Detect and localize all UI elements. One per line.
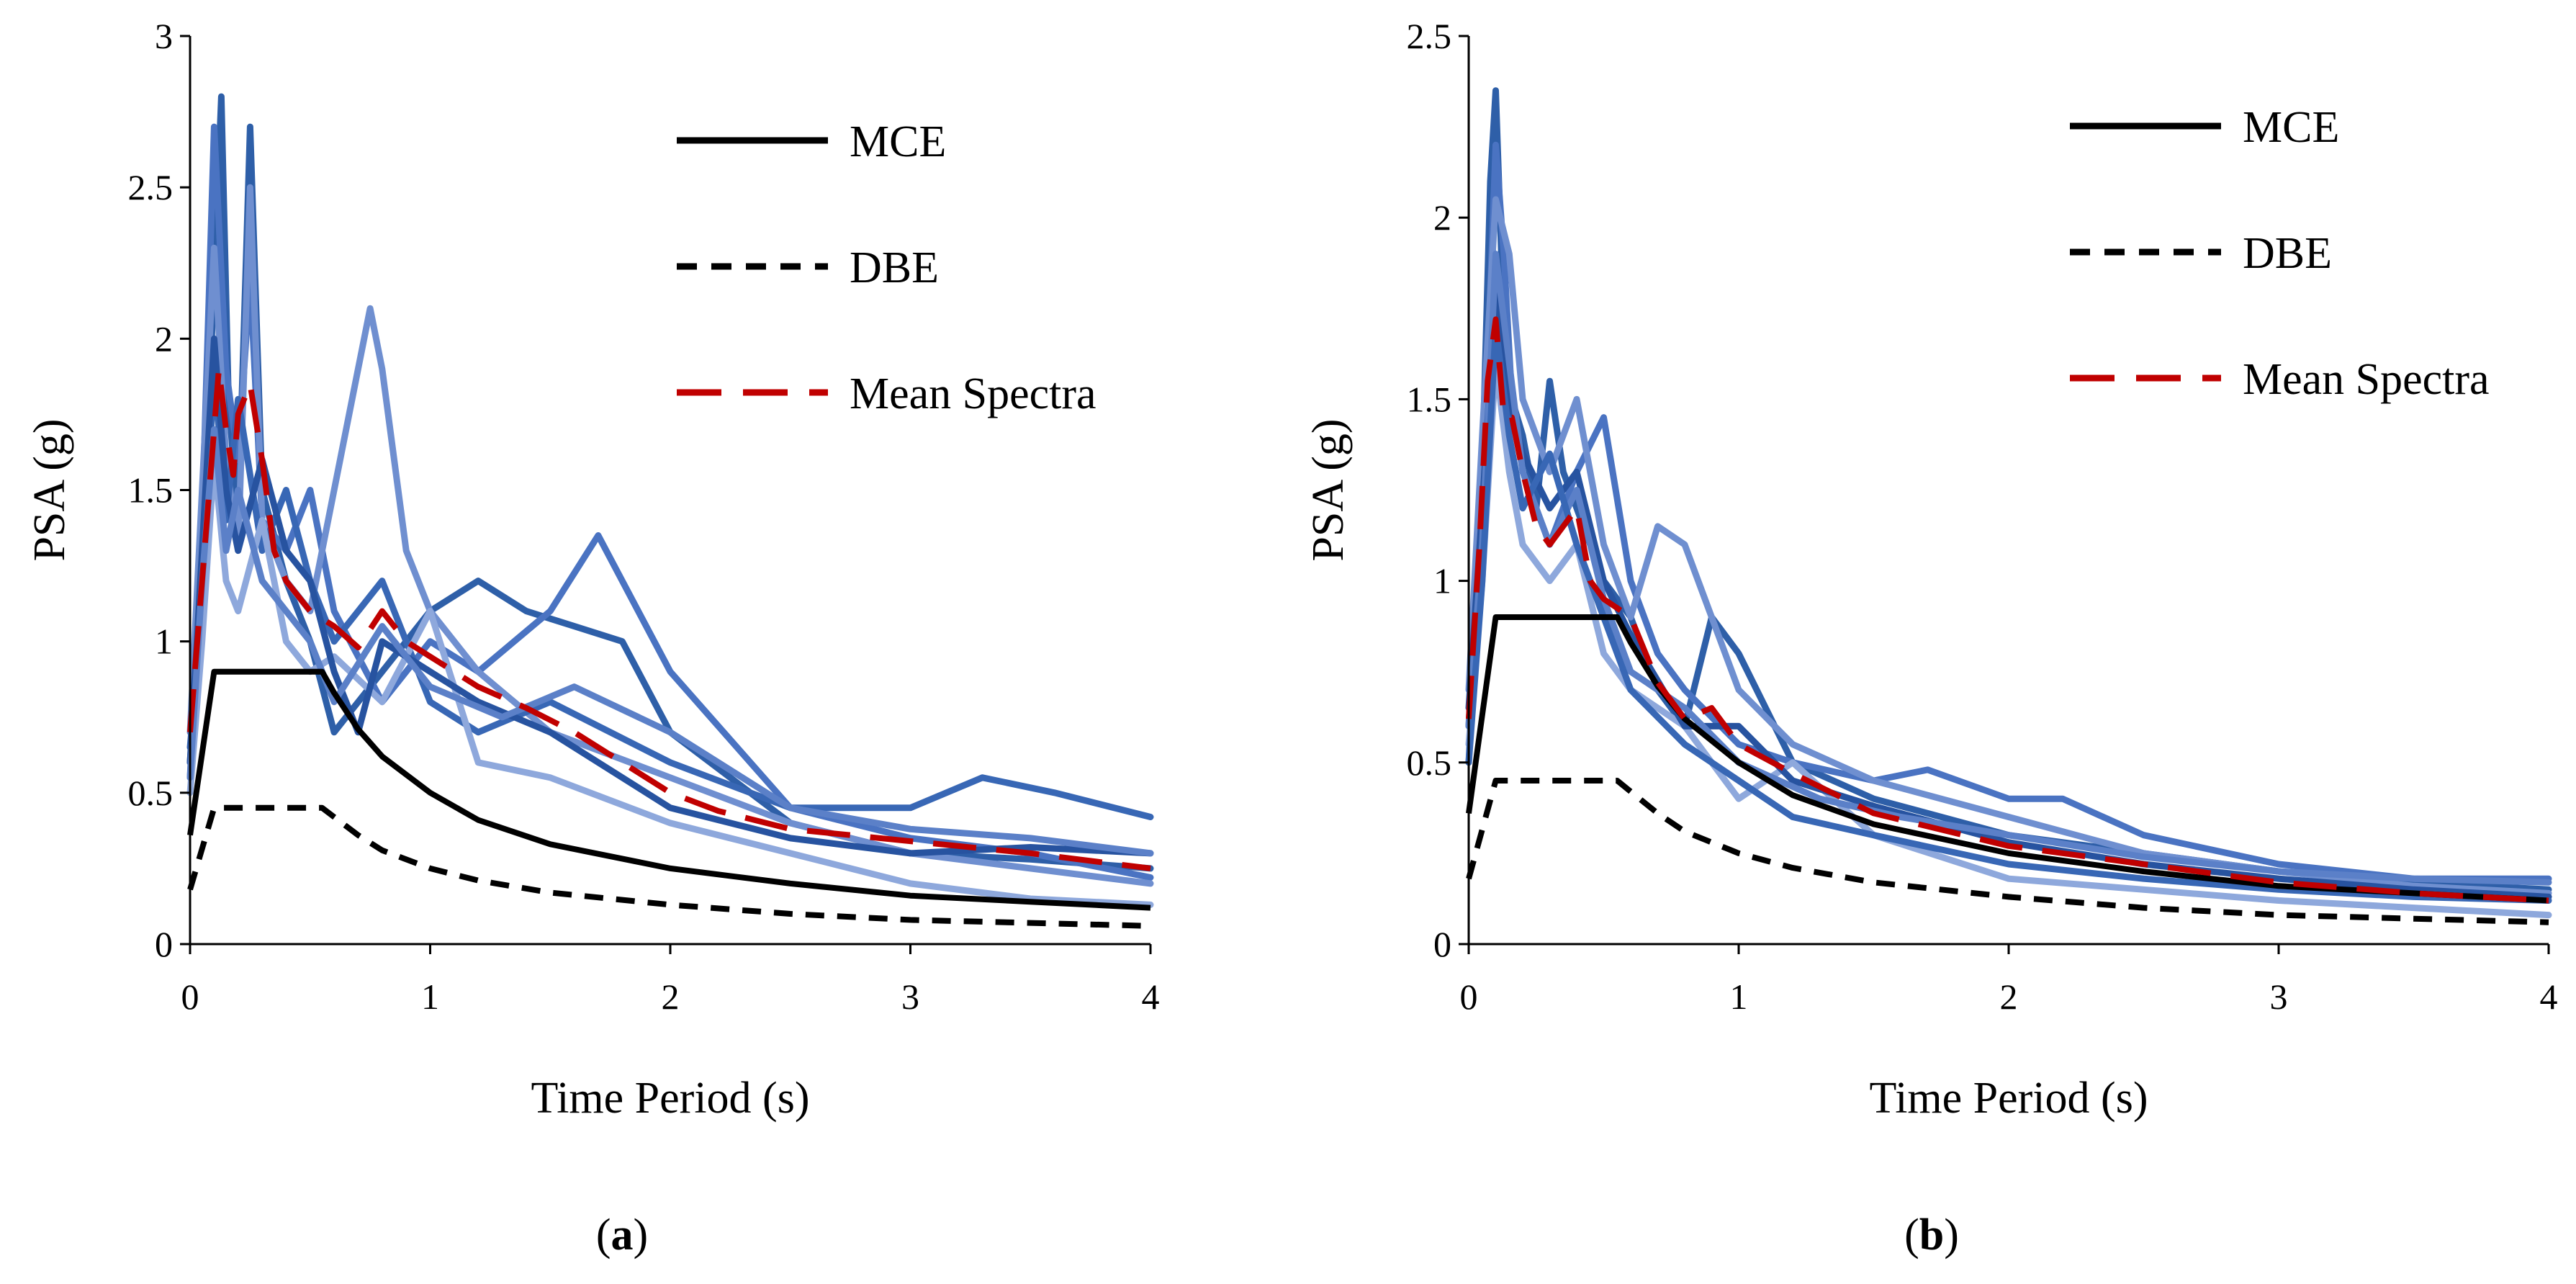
legend-label: Mean Spectra	[2243, 355, 2490, 404]
y-tick-label: 1	[1433, 561, 1451, 601]
series-line-record-3	[1465, 196, 2552, 897]
x-tick-label: 3	[2270, 977, 2288, 1017]
series-line-record-1	[186, 93, 1154, 872]
x-tick-label: 1	[421, 977, 439, 1017]
series-group	[186, 93, 1154, 929]
chart-panel-a: 0 1 2 3 4 0 0.5 1 1.5 2 2.5 3 Time Period (s) PSA (g)…	[25, 16, 1160, 1260]
series-line-record-5	[186, 457, 1154, 908]
series-line-record-2	[186, 123, 1154, 881]
panel-letter: a	[611, 1211, 634, 1260]
y-tick-label: 3	[155, 16, 173, 56]
series-line-record-2	[1465, 141, 2552, 882]
y-tick-label: 2	[155, 318, 173, 359]
legend-label: DBE	[850, 243, 939, 292]
series-line-record-4	[1465, 359, 2552, 919]
y-tick-label: 2.5	[128, 167, 174, 207]
series-line-mean-spectra	[1466, 316, 2549, 904]
y-tick-label: 2.5	[1407, 16, 1452, 56]
x-tick-label: 0	[181, 977, 199, 1017]
series-line-dbe	[187, 804, 1151, 929]
y-tick-label: 2	[1433, 197, 1451, 238]
x-tick-label: 0	[1460, 977, 1478, 1017]
y-tick-label: 0.5	[1407, 742, 1452, 783]
series-line-mce	[1466, 614, 2549, 904]
y-axis-title: PSA (g)	[1304, 418, 1353, 561]
chart-panel-b: 0 1 2 3 4 0 0.5 1 1.5 2 2.5 Time Period (s) PSA (g) M…	[1304, 16, 2558, 1260]
x-tick-label: 2	[2000, 977, 2018, 1017]
y-tick-label: 0	[1433, 924, 1451, 964]
x-tick-label: 3	[901, 977, 919, 1017]
x-axis-title: Time Period (s)	[531, 1074, 810, 1123]
series-line-record-1	[1465, 87, 2552, 893]
series-line-mce	[187, 668, 1151, 911]
x-tick-label: 4	[1142, 977, 1160, 1017]
y-tick-label: 1	[155, 621, 173, 662]
y-tick-label: 1.5	[128, 470, 174, 511]
legend-label: DBE	[2243, 229, 2332, 278]
x-tick-label: 4	[2540, 977, 2558, 1017]
y-tick-label: 0.5	[128, 773, 174, 813]
x-tick-label: 2	[662, 977, 680, 1017]
series-line-record-7	[186, 426, 1154, 857]
series-line-mean-spectra	[187, 366, 1151, 871]
x-axis-title: Time Period (s)	[1870, 1074, 2148, 1123]
series-line-record-4	[186, 365, 1154, 820]
panel-label: (b)	[1904, 1211, 1959, 1260]
series-line-record-3	[186, 184, 1154, 887]
legend: MCE DBE Mean Spectra	[2070, 103, 2490, 404]
series-line-dbe	[1466, 778, 2549, 925]
legend-label: Mean Spectra	[850, 369, 1096, 418]
series-line-record-7	[1465, 323, 2552, 904]
y-axis-title: PSA (g)	[25, 418, 74, 561]
legend: MCE DBE Mean Spectra	[677, 117, 1096, 418]
panel-letter: b	[1919, 1211, 1944, 1260]
legend-label: MCE	[850, 117, 946, 166]
x-tick-label: 1	[1730, 977, 1748, 1017]
panel-label: (a)	[596, 1211, 648, 1260]
series-group	[1465, 87, 2552, 925]
y-tick-label: 0	[155, 924, 173, 964]
y-tick-label: 1.5	[1407, 379, 1452, 419]
legend-label: MCE	[2243, 103, 2339, 152]
